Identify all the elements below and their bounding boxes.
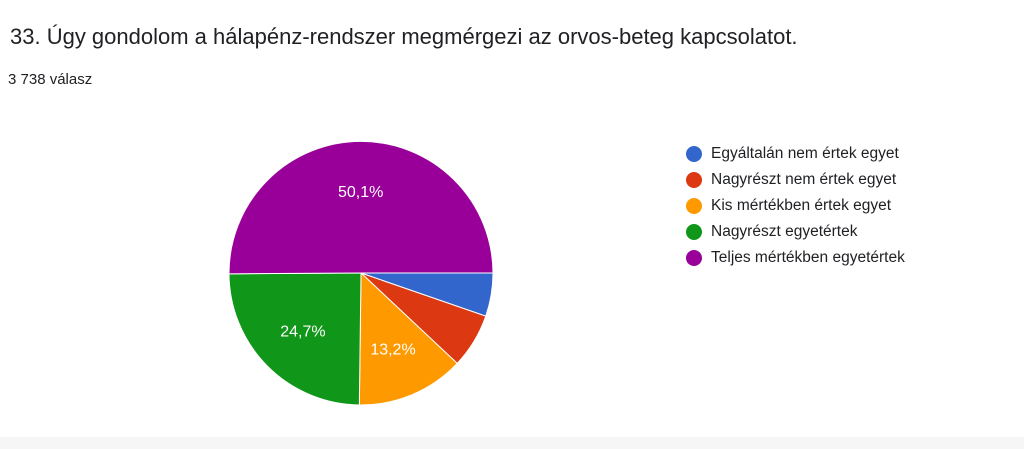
legend-item[interactable]: Kis mértékben értek egyet: [686, 193, 905, 219]
pie-slice-3[interactable]: [358, 271, 458, 406]
chart-title: 33. Úgy gondolom a hálapénz-rendszer meg…: [10, 24, 798, 49]
legend-label: Egyáltalán nem értek egyet: [711, 145, 899, 162]
response-count: 3 738 válasz: [8, 71, 93, 88]
legend-swatch: [686, 146, 702, 162]
legend-item[interactable]: Nagyrészt egyetértek: [686, 219, 905, 245]
legend-item[interactable]: Egyáltalán nem értek egyet: [686, 141, 905, 167]
slice-value-label: 13,2%: [370, 341, 415, 358]
slice-value-label: 50,1%: [338, 184, 383, 201]
legend-label: Kis mértékben értek egyet: [711, 197, 892, 214]
legend-label: Nagyrészt egyetértek: [711, 223, 858, 240]
legend-label: Teljes mértékben egyetértek: [711, 249, 905, 266]
legend-swatch: [686, 250, 702, 266]
legend-label: Nagyrészt nem értek egyet: [711, 171, 897, 188]
pie-slice-4[interactable]: [228, 272, 362, 406]
legend-item[interactable]: Nagyrészt nem értek egyet: [686, 167, 905, 193]
legend-swatch: [686, 198, 702, 214]
card-bottom-edge: [0, 437, 1024, 449]
slice-value-label: 24,7%: [280, 324, 325, 341]
pie-slice-5[interactable]: [228, 140, 494, 275]
legend-swatch: [686, 172, 702, 188]
chart-legend: Egyáltalán nem értek egyet Nagyrészt nem …: [686, 141, 905, 271]
legend-swatch: [686, 224, 702, 240]
legend-item[interactable]: Teljes mértékben egyetértek: [686, 245, 905, 271]
